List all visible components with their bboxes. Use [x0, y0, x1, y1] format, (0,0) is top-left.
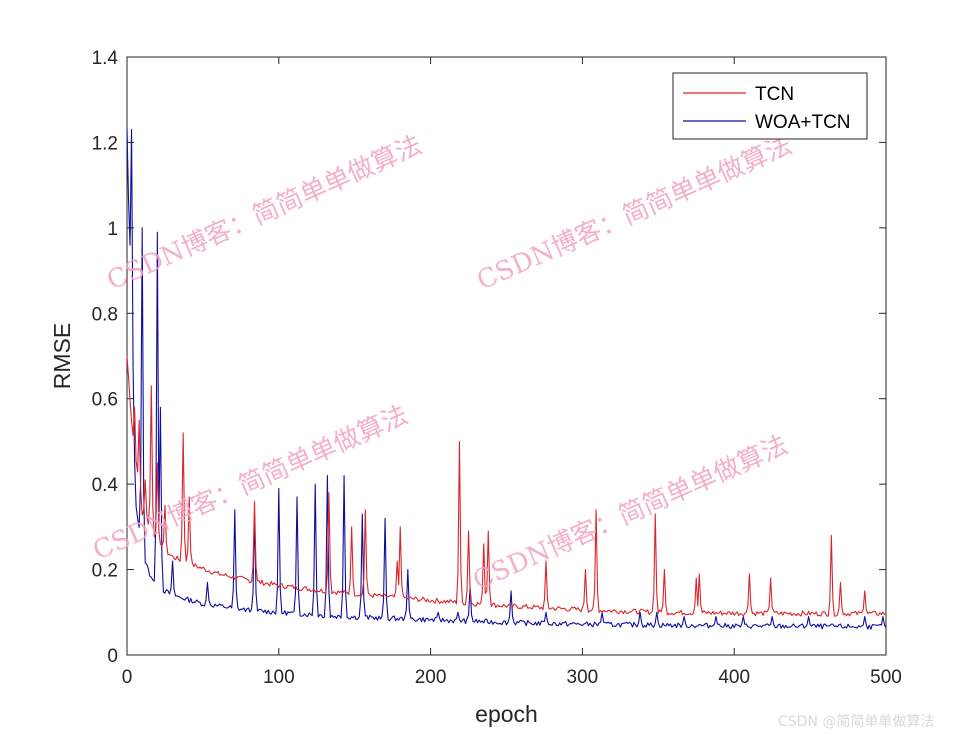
legend-label-1: WOA+TCN	[755, 112, 851, 133]
x-tick-label: 500	[870, 667, 902, 688]
legend-box	[672, 72, 868, 140]
y-tick-label: 1.2	[92, 133, 118, 154]
y-tick-label: 0.4	[92, 475, 119, 496]
legend-label-0: TCN	[755, 84, 794, 105]
series-layer	[126, 128, 887, 630]
corner-caption: 掘金技术社区 @ 简简单单做算法	[598, 687, 905, 711]
y-tick-label: 0.6	[92, 390, 118, 411]
x-tick-label: 100	[263, 667, 295, 688]
x-tick-label: 300	[567, 667, 599, 688]
y-tick-label: 1	[107, 219, 118, 240]
y-tick-label: 0.8	[92, 304, 118, 325]
x-tick-label: 0	[122, 667, 133, 688]
axis-ticks: 0 100 200 300 400 500 0 0.2 0.4 0.6 0.8 1 1.2 1.4	[92, 48, 902, 688]
x-axis-label: epoch	[475, 701, 538, 727]
y-tick-label: 1.4	[92, 48, 119, 69]
y-tick-label: 0.2	[92, 561, 118, 582]
y-axis-label: RMSE	[49, 323, 75, 389]
series-line-0	[126, 356, 887, 617]
corner-small-caption: CSDN @简简单单做算法	[778, 713, 934, 730]
y-tick-label: 0	[107, 646, 118, 667]
x-tick-label: 400	[718, 667, 750, 688]
x-tick-label: 200	[415, 667, 447, 688]
legend: TCN WOA+TCN	[672, 72, 868, 140]
